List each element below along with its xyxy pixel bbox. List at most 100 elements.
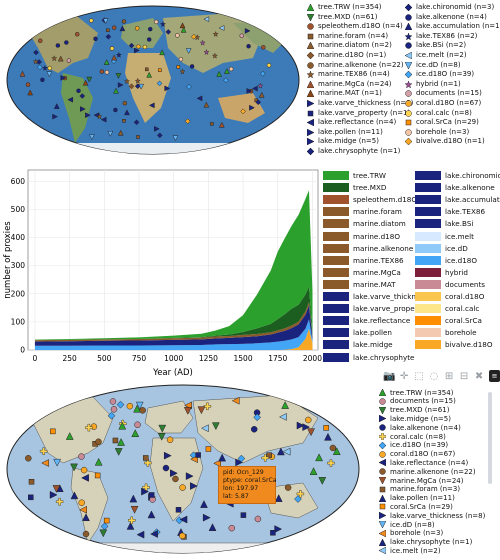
map-marker[interactable] — [167, 437, 173, 443]
crosshair-icon[interactable]: ✛ — [399, 371, 409, 382]
map-marker[interactable] — [251, 426, 257, 432]
x-tick-label: 500 — [97, 354, 112, 363]
map-marker[interactable] — [143, 455, 148, 460]
map-marker[interactable] — [330, 445, 336, 451]
chart-legend-label: ice.melt — [445, 232, 474, 241]
legend-swatch — [415, 340, 441, 349]
triangle-down-icon — [306, 13, 315, 22]
interactive-legend-item[interactable]: coral.calc (n=8) — [378, 432, 446, 441]
chart-legend-label: lake.accumulation — [445, 195, 500, 204]
legend-label: hybrid (n=1) — [416, 80, 461, 89]
chart-legend-label: tree.TRW — [353, 171, 386, 180]
interactive-legend-item[interactable]: marine.alkenone (n=22) — [378, 467, 476, 476]
map-marker[interactable] — [172, 476, 178, 482]
chart-legend-label: lake.chironomid — [445, 171, 500, 180]
interactive-legend-item[interactable]: lake.alkenone (n=4) — [378, 423, 461, 432]
chart-legend-item: tree.MXD — [323, 183, 386, 192]
map-marker[interactable] — [79, 500, 85, 506]
map-marker[interactable] — [179, 533, 185, 539]
camera-icon[interactable]: 📷 — [383, 371, 394, 382]
interactive-legend-item[interactable]: lake.chrysophyte (n=1) — [378, 538, 472, 547]
interactive-legend-label: lake.alkenone (n=4) — [390, 424, 461, 432]
map-marker[interactable] — [111, 406, 117, 412]
map-marker[interactable] — [163, 465, 169, 471]
interactive-legend-item[interactable]: marine.MgCa (n=24) — [378, 476, 463, 485]
interactive-legend-item[interactable]: ice.melt (n=2) — [378, 546, 441, 555]
interactive-legend-item[interactable]: lake.varve_thickness (n=8) — [378, 511, 485, 520]
chart-legend-label: coral.SrCa — [445, 316, 482, 325]
map-marker — [210, 122, 213, 125]
x-tick-label: 2000 — [303, 354, 322, 363]
legend-label: lake.BSi (n=2) — [416, 41, 466, 50]
interactive-legend-label: coral.SrCa (n=29) — [390, 503, 453, 511]
map-marker[interactable] — [113, 438, 118, 443]
chart-legend-label: lake.midge — [353, 340, 393, 349]
chart-legend-label: lake.chrysophyte — [353, 353, 414, 362]
interactive-legend-item[interactable]: ice.dD (n=8) — [378, 520, 435, 529]
circle-icon — [306, 22, 315, 31]
interactive-legend-item[interactable]: borehole (n=3) — [378, 529, 443, 538]
map-marker[interactable] — [255, 516, 261, 522]
interactive-legend-label: tree.TRW (n=354) — [390, 389, 453, 397]
map-marker[interactable] — [140, 407, 146, 413]
map-marker[interactable] — [180, 485, 186, 491]
chart-legend-label: lake.reflectance — [353, 316, 410, 325]
legend-scrollbar[interactable] — [488, 392, 492, 484]
map-marker — [112, 26, 116, 30]
map-canvas — [3, 3, 303, 158]
proxy-map-interactive[interactable] — [3, 383, 363, 556]
map-marker[interactable] — [104, 518, 109, 523]
map-marker[interactable] — [241, 513, 246, 518]
map-marker[interactable] — [305, 417, 311, 423]
chart-legend-label: documents — [445, 280, 485, 289]
map-marker[interactable] — [270, 530, 275, 535]
zoom-out-icon[interactable]: ⊟ — [459, 371, 469, 382]
interactive-legend[interactable]: tree.TRW (n=354)documents (n=15)tree.MXD… — [378, 388, 490, 556]
map-marker[interactable] — [29, 479, 34, 484]
map-marker[interactable] — [127, 403, 133, 409]
square-icon — [306, 32, 315, 41]
map-marker[interactable] — [95, 473, 100, 478]
logo-icon[interactable]: ≡ — [489, 370, 500, 382]
map-marker[interactable] — [83, 531, 89, 537]
map-marker[interactable] — [206, 446, 211, 451]
legend-item: marine.MgCa (n=24) — [306, 80, 391, 89]
chart-legend-label: hybrid — [445, 268, 468, 277]
interactive-legend-item[interactable]: ice.d18O (n=39) — [378, 441, 448, 450]
triangle-right-icon — [378, 414, 387, 423]
interactive-legend-item[interactable]: lake.midge (n=5) — [378, 414, 451, 423]
map-marker[interactable] — [110, 398, 116, 404]
legend-label: lake.accumulation (n=1) — [416, 22, 500, 31]
map-marker[interactable] — [81, 467, 87, 473]
map-marker[interactable] — [135, 422, 141, 428]
map-marker[interactable] — [78, 454, 84, 460]
interactive-legend-item[interactable]: documents (n=15) — [378, 397, 456, 406]
interactive-legend-item[interactable]: coral.SrCa (n=29) — [378, 502, 453, 511]
zoom-in-icon[interactable]: ⊞ — [444, 371, 454, 382]
map-marker[interactable] — [176, 507, 181, 512]
map-marker[interactable] — [285, 485, 291, 491]
legend-label: marine.MgCa (n=24) — [318, 80, 391, 89]
interactive-legend-item[interactable]: coral.d18O (n=67) — [378, 450, 455, 459]
map-marker[interactable] — [95, 439, 101, 445]
interactive-legend-item[interactable]: lake.pollen (n=11) — [378, 494, 455, 503]
interactive-legend-item[interactable]: lake.reflectance (n=4) — [378, 458, 468, 467]
interactive-legend-item[interactable]: tree.TRW (n=354) — [378, 388, 453, 397]
legend-label: ice.d18O (n=39) — [416, 70, 474, 79]
interactive-map-canvas[interactable] — [3, 383, 363, 556]
map-marker[interactable] — [149, 492, 154, 497]
map-marker[interactable] — [28, 495, 33, 500]
map-marker[interactable] — [229, 525, 235, 531]
map-marker[interactable] — [25, 455, 31, 461]
chart-legend-label: marine.MgCa — [353, 268, 401, 277]
map-marker[interactable] — [196, 453, 201, 458]
interactive-legend-item[interactable]: tree.MXD (n=61) — [378, 406, 449, 415]
legend-item: ice.melt (n=2) — [404, 51, 467, 60]
map-marker[interactable] — [50, 429, 55, 434]
lasso-icon[interactable]: ◌ — [429, 371, 439, 382]
reset-icon[interactable]: ✖ — [474, 371, 484, 382]
map-marker — [89, 19, 93, 23]
map-marker[interactable] — [324, 425, 329, 430]
box-select-icon[interactable]: ⬚ — [414, 371, 424, 382]
interactive-legend-item[interactable]: marine.foram (n=3) — [378, 485, 460, 494]
